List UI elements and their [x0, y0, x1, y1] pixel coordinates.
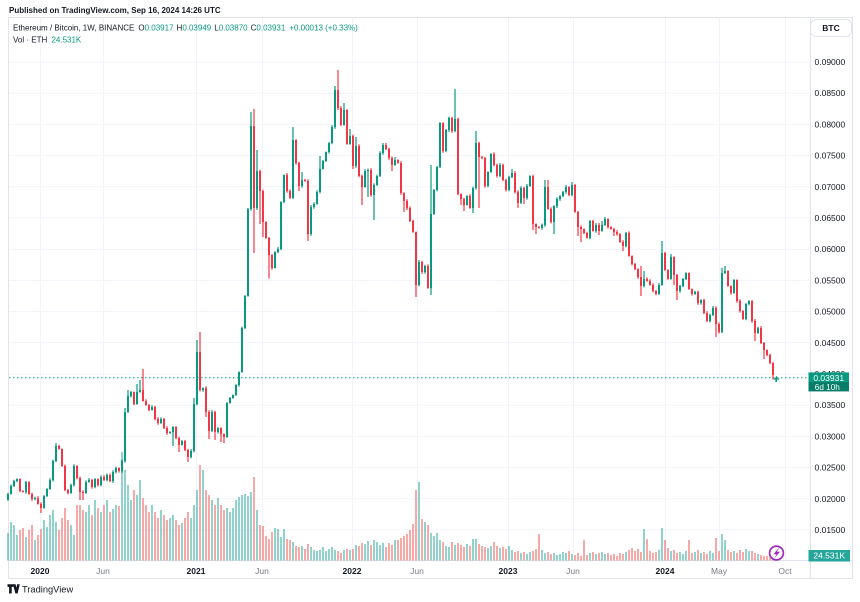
svg-text:0.04500: 0.04500 — [815, 338, 846, 348]
svg-text:0.08500: 0.08500 — [815, 88, 846, 98]
svg-text:0.02000: 0.02000 — [815, 494, 846, 504]
svg-text:0.05000: 0.05000 — [815, 307, 846, 317]
svg-text:TradingView: TradingView — [22, 584, 73, 594]
svg-text:May: May — [711, 566, 728, 576]
svg-text:0.01500: 0.01500 — [815, 525, 846, 535]
svg-text:0.08000: 0.08000 — [815, 119, 846, 129]
svg-text:0.03931: 0.03931 — [813, 373, 844, 383]
svg-text:0.09000: 0.09000 — [815, 57, 846, 67]
svg-text:0.03000: 0.03000 — [815, 431, 846, 441]
svg-text:0.05500: 0.05500 — [815, 275, 846, 285]
svg-text:Published on TradingView.com,: Published on TradingView.com, Sep 16, 20… — [9, 6, 221, 15]
svg-text:Ethereum / Bitcoin, 1W, BINANC: Ethereum / Bitcoin, 1W, BINANCE O0.03917 H… — [13, 24, 358, 33]
svg-text:2022: 2022 — [343, 566, 362, 576]
svg-text:Vol · ETH 24.531K: Vol · ETH 24.531K — [13, 36, 82, 45]
svg-text:BTC: BTC — [822, 23, 839, 33]
svg-text:0.07500: 0.07500 — [815, 151, 846, 161]
svg-text:Jun: Jun — [566, 566, 580, 576]
svg-text:0.03500: 0.03500 — [815, 400, 846, 410]
svg-text:2020: 2020 — [31, 566, 50, 576]
svg-text:Oct: Oct — [778, 566, 792, 576]
svg-text:0.07000: 0.07000 — [815, 182, 846, 192]
svg-text:2021: 2021 — [187, 566, 206, 576]
svg-text:Jun: Jun — [96, 566, 110, 576]
svg-text:0.06000: 0.06000 — [815, 244, 846, 254]
svg-text:6d 10h: 6d 10h — [815, 383, 840, 392]
svg-text:2024: 2024 — [656, 566, 675, 576]
svg-text:2023: 2023 — [499, 566, 518, 576]
svg-text:24.531K: 24.531K — [813, 551, 845, 561]
svg-text:Jun: Jun — [255, 566, 269, 576]
svg-text:0.02500: 0.02500 — [815, 463, 846, 473]
svg-text:0.06500: 0.06500 — [815, 213, 846, 223]
svg-text:Jun: Jun — [410, 566, 424, 576]
